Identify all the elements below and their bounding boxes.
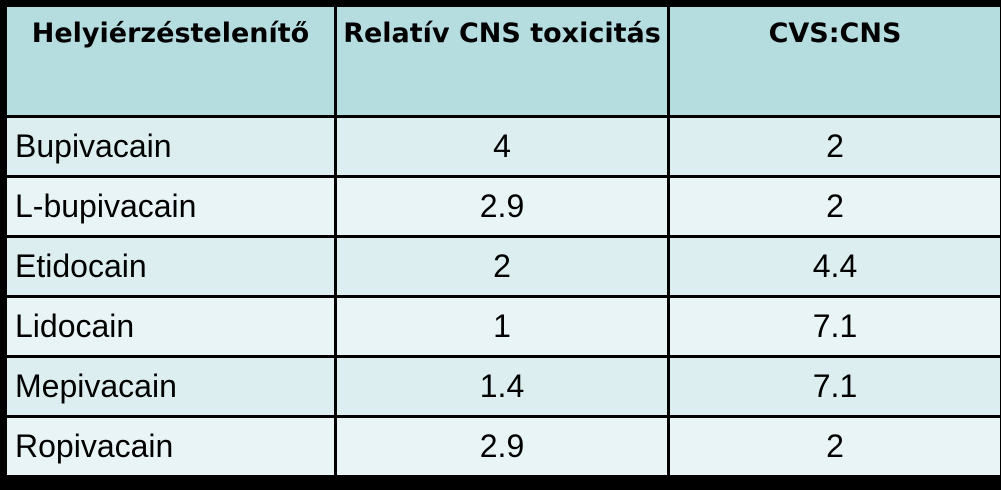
cell-cvs-cns: 2 — [670, 178, 1000, 235]
cell-anesthetic: Lidocain — [7, 298, 334, 355]
table-row: Etidocain 2 4.4 — [7, 238, 1000, 295]
table-row: Bupivacain 4 2 — [7, 118, 1000, 175]
header-row: Helyiérzéstelenítő Relatív CNS toxicitás… — [7, 7, 1000, 115]
cell-cvs-cns: 4.4 — [670, 238, 1000, 295]
data-table-container: Helyiérzéstelenítő Relatív CNS toxicitás… — [4, 4, 1000, 478]
table-row: Lidocain 1 7.1 — [7, 298, 1000, 355]
table-row: Ropivacain 2.9 2 — [7, 418, 1000, 475]
cell-anesthetic: Etidocain — [7, 238, 334, 295]
cell-relative-cns-toxicity: 2.9 — [337, 178, 667, 235]
cell-cvs-cns: 7.1 — [670, 358, 1000, 415]
column-header-cvs-cns: CVS:CNS — [670, 7, 1000, 115]
cell-relative-cns-toxicity: 2.9 — [337, 418, 667, 475]
table-row: L-bupivacain 2.9 2 — [7, 178, 1000, 235]
cell-relative-cns-toxicity: 2 — [337, 238, 667, 295]
cell-relative-cns-toxicity: 1 — [337, 298, 667, 355]
cell-anesthetic: L-bupivacain — [7, 178, 334, 235]
column-header-relative-cns-toxicity: Relatív CNS toxicitás — [337, 7, 667, 115]
table-row: Mepivacain 1.4 7.1 — [7, 358, 1000, 415]
cell-anesthetic: Mepivacain — [7, 358, 334, 415]
cell-cvs-cns: 7.1 — [670, 298, 1000, 355]
cell-relative-cns-toxicity: 1.4 — [337, 358, 667, 415]
anesthetic-toxicity-table: Helyiérzéstelenítő Relatív CNS toxicitás… — [4, 4, 1001, 478]
cell-cvs-cns: 2 — [670, 118, 1000, 175]
cell-anesthetic: Ropivacain — [7, 418, 334, 475]
cell-cvs-cns: 2 — [670, 418, 1000, 475]
column-header-anesthetic: Helyiérzéstelenítő — [7, 7, 334, 115]
cell-relative-cns-toxicity: 4 — [337, 118, 667, 175]
cell-anesthetic: Bupivacain — [7, 118, 334, 175]
